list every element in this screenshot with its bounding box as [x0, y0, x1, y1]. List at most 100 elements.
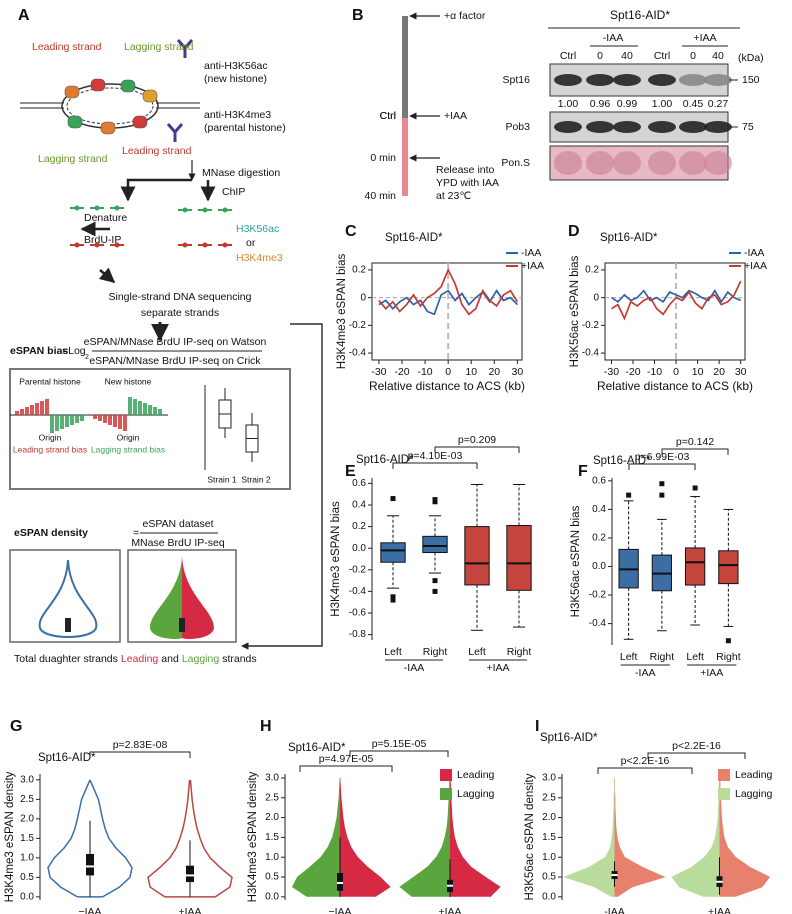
violin-fill [719, 778, 770, 897]
label: at 23℃ [436, 190, 471, 202]
outlier [390, 594, 396, 600]
replication-bubble [66, 87, 154, 125]
x-tick-label: 0 [673, 366, 679, 378]
profile-bar [65, 415, 69, 427]
profile-bar [70, 415, 74, 425]
group-label: +IAA [486, 662, 509, 674]
x-axis-label: Relative distance to ACS (kb) [597, 379, 753, 393]
y-tick-label: 2.0 [265, 812, 279, 823]
profile-bar [20, 409, 24, 415]
label: New histone [105, 376, 152, 386]
violin-half [614, 778, 666, 898]
profile-bar [133, 399, 137, 415]
band [586, 121, 614, 133]
band [679, 74, 707, 86]
band [648, 121, 676, 133]
y-tick-label: 3.0 [265, 773, 279, 784]
timeline-arrest [402, 16, 408, 118]
y-tick-label: 2.5 [265, 792, 279, 803]
band [586, 74, 614, 86]
band [586, 151, 614, 175]
profile-bar [108, 415, 112, 425]
box [506, 525, 532, 591]
nucleosome [67, 115, 83, 129]
nucleosome-dot [202, 242, 208, 248]
x-tick-label: Right [650, 651, 675, 663]
y-axis-label: H3K56ac eSPAN density [524, 773, 536, 900]
violin-half [89, 779, 133, 898]
x-tick-label: Left [620, 651, 638, 663]
plot-frame [371, 262, 523, 361]
label: ChIP [222, 186, 245, 198]
y-tick-label: 0.6 [352, 478, 366, 489]
violin-half [563, 778, 615, 898]
band [704, 151, 732, 175]
outlier [432, 578, 438, 584]
legend-label: +IAA [521, 260, 544, 272]
arrow [120, 178, 192, 202]
violin-fill [614, 778, 665, 897]
label: (parental histone) [204, 122, 286, 134]
label: 0 min [370, 152, 396, 164]
label: Ctrl [380, 110, 396, 122]
violin-fill [564, 778, 615, 897]
violin-sketch [150, 556, 182, 639]
band [613, 151, 641, 175]
label: 0 [597, 50, 603, 62]
nucleosome [142, 89, 158, 103]
profile-bar [75, 415, 79, 423]
band [554, 151, 582, 175]
y-tick-label: -0.2 [349, 320, 367, 331]
nucleosome [120, 79, 136, 93]
y-tick-label: -0.4 [349, 586, 367, 597]
x-tick-label: −IAA [328, 906, 351, 914]
label: 0.45 [683, 98, 704, 110]
label: 0 [690, 50, 696, 62]
y-tick-label: -0.4 [349, 348, 367, 359]
y-tick-label: 1.0 [20, 853, 34, 864]
box [718, 550, 739, 585]
box [86, 853, 94, 876]
label: 2 [85, 354, 89, 361]
nucleosome [90, 78, 106, 92]
legend-swatch [718, 788, 730, 800]
label: =Log [62, 345, 86, 357]
violin-half [189, 779, 233, 898]
x-tick-label: 20 [713, 366, 725, 378]
label: Leading strand [122, 145, 192, 157]
outlier [725, 638, 731, 644]
nucleosome-dot [94, 205, 100, 211]
label: BrdU-IP [84, 234, 121, 246]
outlier [390, 597, 396, 603]
x-tick-label: Right [423, 646, 448, 658]
y-tick-label: 2.5 [20, 794, 34, 805]
nucleosome [64, 85, 80, 99]
profile-bar [35, 403, 39, 415]
legend-label: Leading [457, 769, 495, 781]
profile-bar [158, 409, 162, 415]
outlier [432, 497, 438, 503]
caption: Total duaghter strands Leading and Lagging s… [14, 653, 257, 665]
label: Leading strand bias [13, 444, 87, 454]
y-tick-label: 2.0 [542, 812, 556, 823]
label: MNase digestion [202, 167, 280, 179]
profile-bar [80, 415, 84, 421]
violin-fill [400, 778, 450, 897]
chart-title: Spt16-AID* [356, 454, 414, 466]
p-value: p<2.2E-16 [621, 755, 670, 767]
y-tick-label: 0.6 [592, 475, 606, 486]
label: or [246, 237, 256, 249]
panel-label: A [18, 7, 30, 24]
label: eSPAN bias [10, 345, 68, 357]
outlier [659, 492, 665, 498]
y-tick-label: 0.5 [542, 872, 556, 883]
label: 0.99 [617, 98, 638, 110]
label: 40 [621, 50, 633, 62]
label: = [133, 527, 139, 539]
bracket [628, 463, 696, 470]
violin-sketch [38, 559, 98, 638]
caption-part: Leading [121, 653, 159, 665]
legend-label: +IAA [744, 260, 767, 272]
nucleosome-dot [94, 242, 100, 248]
panel-label: C [345, 223, 357, 240]
